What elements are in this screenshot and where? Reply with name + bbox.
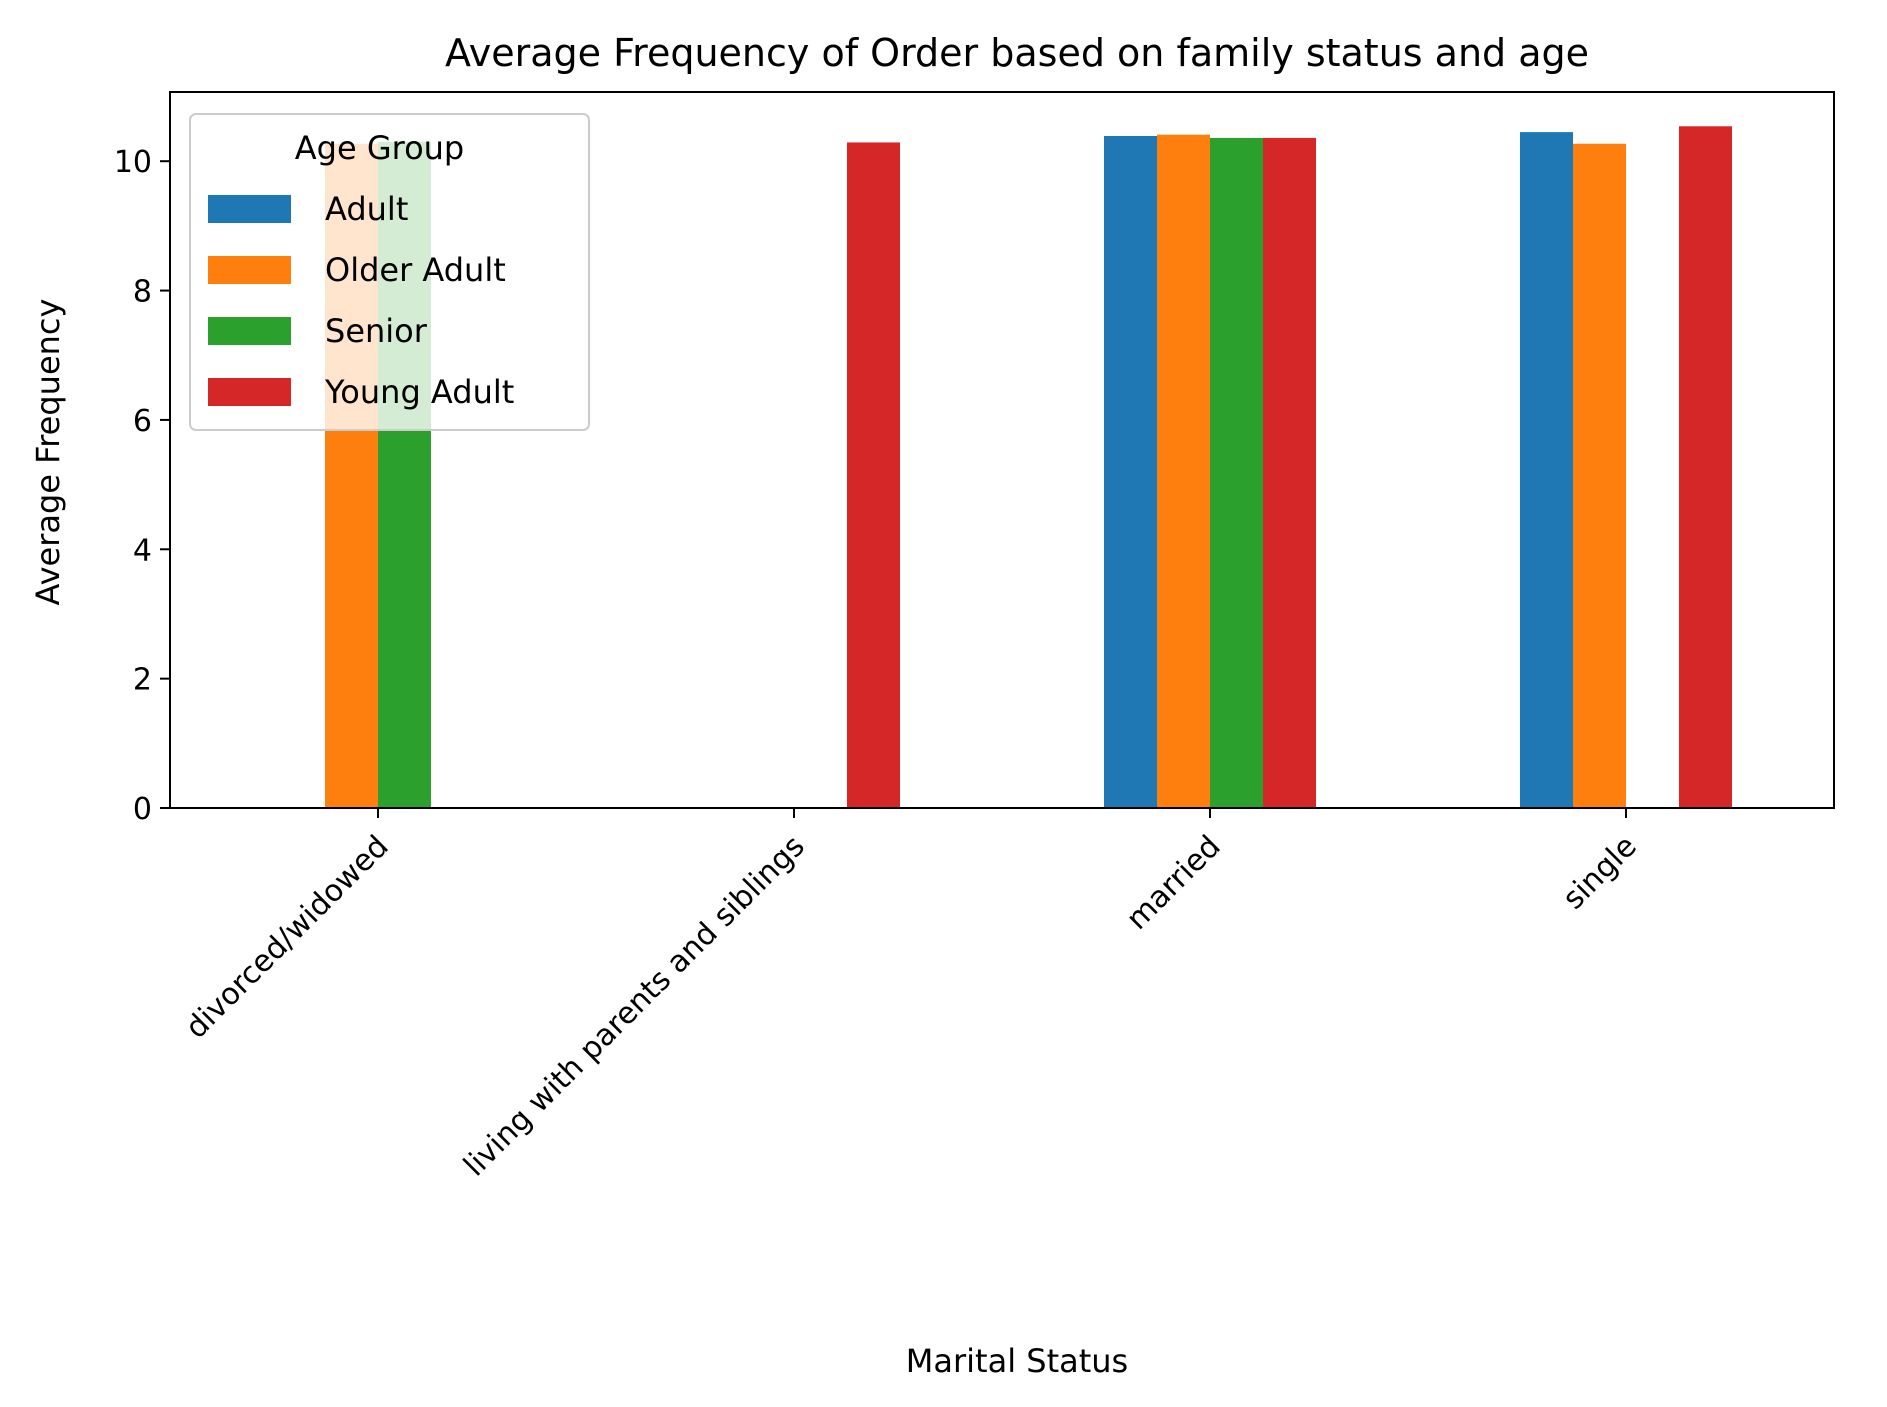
y-axis-label: Average Frequency — [29, 299, 67, 606]
x-tick-label: divorced/widowed — [179, 829, 396, 1046]
x-tick-label: single — [1556, 829, 1644, 917]
y-tick-label: 6 — [133, 404, 152, 439]
x-tick-label: married — [1120, 829, 1228, 937]
y-tick-label: 4 — [133, 533, 152, 568]
bar-senior-2 — [1210, 137, 1263, 809]
legend-swatch-young-adult — [208, 378, 291, 406]
bars-group — [325, 126, 1732, 809]
legend: Age Group Adult Older Adult Senior Young Adu… — [189, 113, 590, 431]
bar-young-adult-2 — [1263, 137, 1316, 809]
legend-swatch-senior — [208, 317, 291, 345]
y-tick-label: 2 — [133, 663, 152, 698]
bar-adult-3 — [1520, 132, 1573, 808]
bar-young-adult-1 — [847, 142, 900, 809]
x-tick-label: living with parents and siblings — [457, 829, 812, 1184]
bar-adult-2 — [1104, 135, 1157, 808]
bar-older-adult-3 — [1573, 143, 1626, 808]
bar-older-adult-2 — [1157, 134, 1210, 808]
bar-young-adult-3 — [1679, 126, 1732, 809]
legend-title: Age Group — [295, 129, 464, 167]
legend-label-senior: Senior — [325, 312, 428, 350]
y-tick-label: 10 — [114, 145, 152, 180]
legend-box — [189, 113, 590, 431]
legend-swatch-older-adult — [208, 256, 291, 284]
y-tick-label: 0 — [133, 792, 152, 827]
legend-swatch-adult — [208, 195, 291, 223]
plot-frame — [169, 91, 1835, 809]
legend-label-older-adult: Older Adult — [325, 251, 506, 289]
y-tick-label: 8 — [133, 275, 152, 310]
x-axis-label: Marital Status — [906, 1342, 1128, 1380]
chart-title: Average Frequency of Order based on fami… — [445, 31, 1589, 75]
legend-label-adult: Adult — [325, 190, 408, 228]
legend-label-young-adult: Young Adult — [324, 373, 514, 411]
